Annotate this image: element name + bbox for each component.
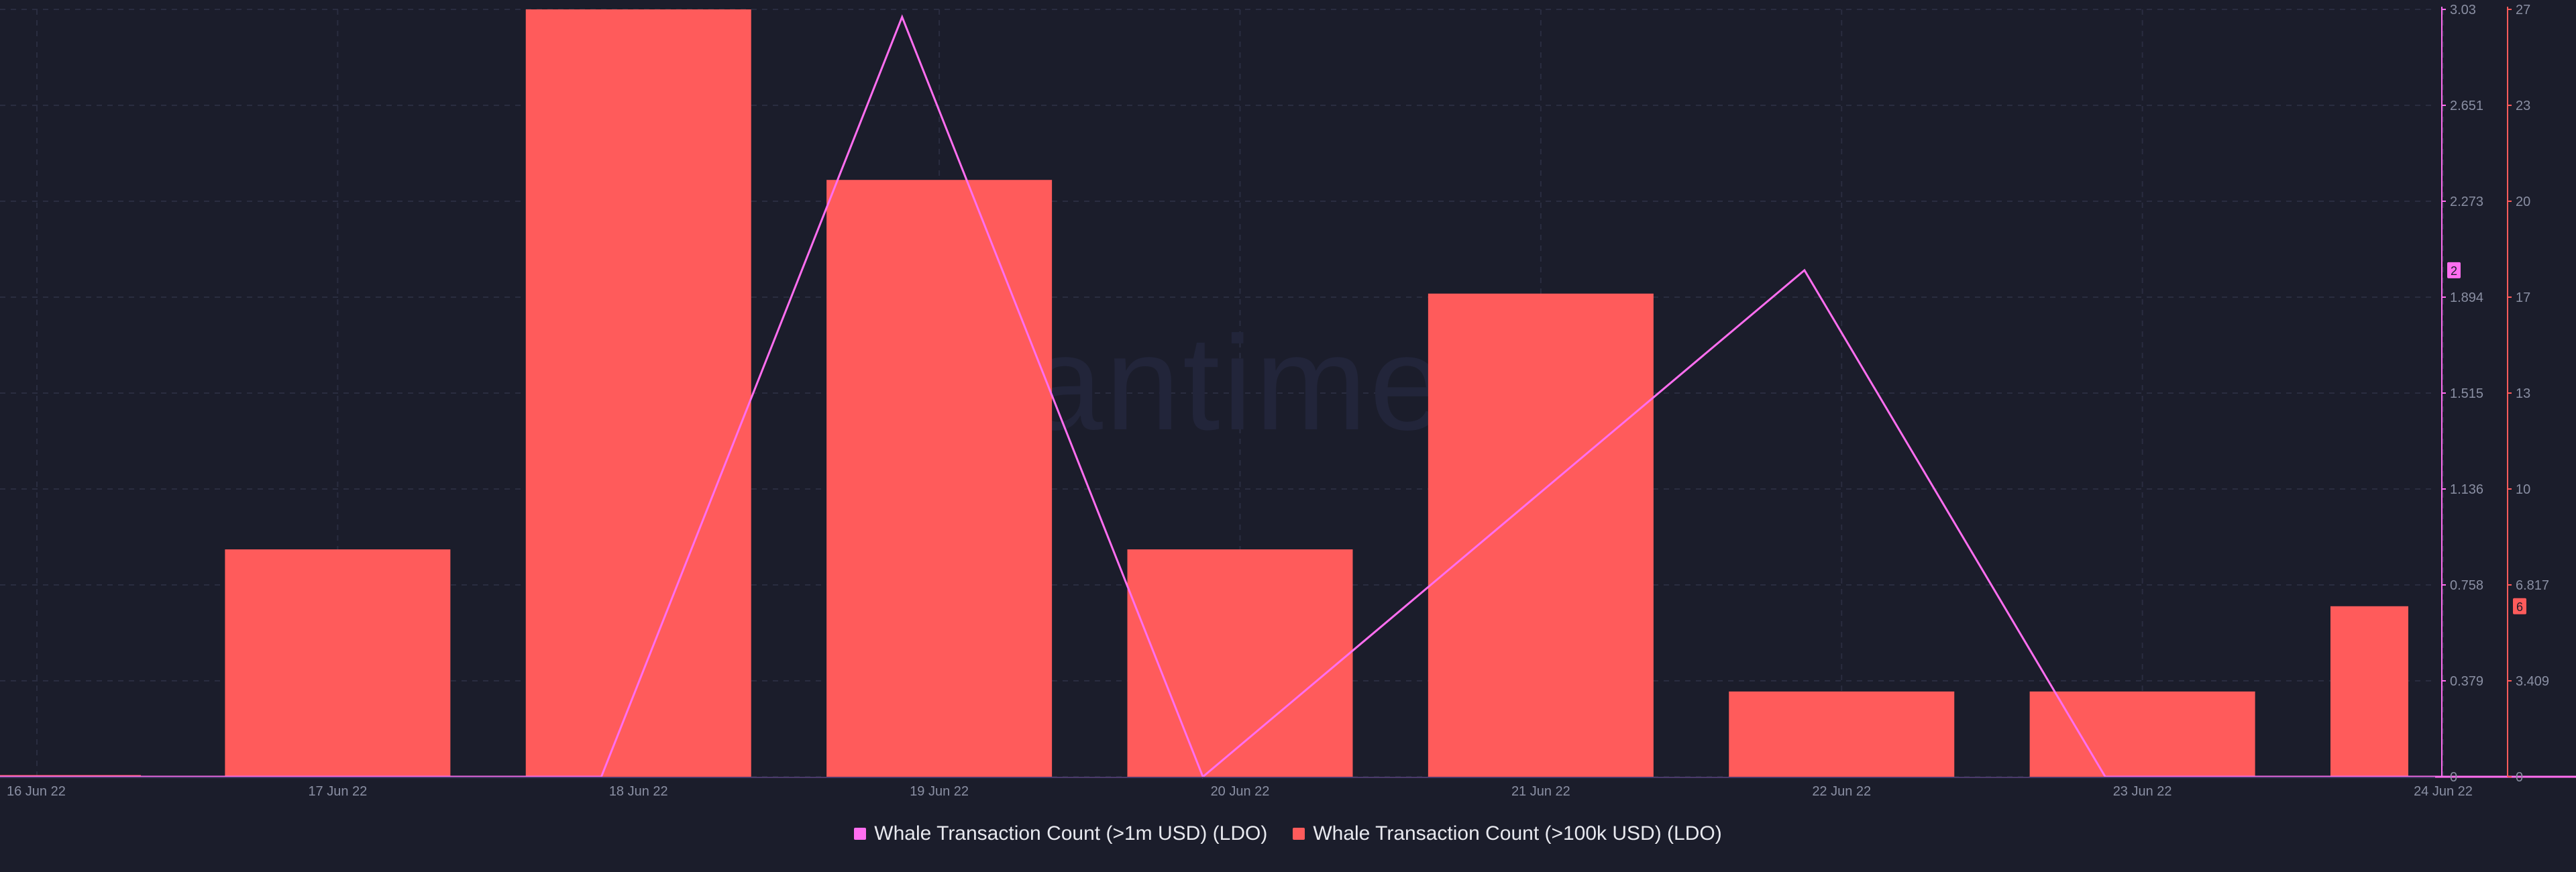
bar-18-jun-22[interactable] [525, 9, 751, 777]
y-outer-tick-label: 17 [2516, 290, 2530, 305]
x-tick-label: 23 Jun 22 [2113, 784, 2172, 799]
legend-item-bar[interactable]: Whale Transaction Count (>100k USD) (LDO… [1293, 822, 1722, 845]
legend-label-bar: Whale Transaction Count (>100k USD) (LDO… [1313, 822, 1722, 844]
y-outer-tick-label: 23 [2516, 99, 2530, 113]
y-inner-tick-label: 2.651 [2450, 99, 2483, 113]
last-value-marker-bar [2513, 598, 2526, 614]
bar-series [0, 9, 2408, 777]
legend-swatch-bar [1293, 828, 1305, 840]
x-tick-label: 19 Jun 22 [910, 784, 969, 799]
legend-item-line[interactable]: Whale Transaction Count (>1m USD) (LDO) [854, 822, 1267, 845]
last-value-marker-line-text: 2 [2451, 264, 2457, 278]
y-inner-tick-label: 1.515 [2450, 386, 2483, 401]
bar-24-jun-22[interactable] [2330, 606, 2408, 777]
y-outer-tick-label: 20 [2516, 195, 2530, 209]
y-outer-tick-label: 0 [2516, 770, 2523, 785]
y-outer-tick-label: 13 [2516, 386, 2530, 401]
y-inner-tick-label: 0.758 [2450, 578, 2483, 593]
bar-21-jun-22[interactable] [1428, 293, 1654, 777]
x-axis: 16 Jun 22 17 Jun 22 18 Jun 22 19 Jun 22 20 J… [0, 777, 2473, 799]
x-tick-label: 20 Jun 22 [1211, 784, 1270, 799]
y-axis-outer: 0 3.409 6.817 10 13 17 20 23 27 6 [2507, 3, 2549, 785]
y-inner-tick-label: 0 [2450, 770, 2457, 785]
x-tick-label: 18 Jun 22 [609, 784, 668, 799]
x-tick-label: 16 Jun 22 [7, 784, 66, 799]
bar-20-jun-22[interactable] [1127, 549, 1353, 777]
y-inner-tick-label: 0.379 [2450, 674, 2483, 689]
y-inner-tick-label: 2.273 [2450, 195, 2483, 209]
y-outer-tick-label: 6.817 [2516, 578, 2549, 593]
last-value-marker-bar-text: 6 [2516, 600, 2523, 614]
legend-label-line: Whale Transaction Count (>1m USD) (LDO) [874, 822, 1268, 844]
bar-19-jun-22[interactable] [826, 180, 1053, 777]
y-outer-tick-label: 3.409 [2516, 674, 2549, 689]
y-outer-tick-label: 10 [2516, 482, 2530, 497]
legend: Whale Transaction Count (>1m USD) (LDO) … [0, 822, 2576, 845]
y-outer-tick-label: 27 [2516, 3, 2530, 17]
bar-17-jun-22[interactable] [225, 549, 451, 777]
bar-23-jun-22[interactable] [2029, 691, 2255, 777]
x-tick-label: 24 Jun 22 [2414, 784, 2473, 799]
bar-22-jun-22[interactable] [1729, 691, 1955, 777]
y-inner-tick-label: 1.894 [2450, 290, 2483, 305]
last-value-marker-line [2447, 262, 2461, 278]
y-inner-tick-label: 3.03 [2450, 3, 2476, 17]
x-tick-label: 21 Jun 22 [1511, 784, 1570, 799]
x-tick-label: 22 Jun 22 [1812, 784, 1871, 799]
y-inner-tick-label: 1.136 [2450, 482, 2483, 497]
y-axis-inner: 0 0.379 0.758 1.136 1.515 1.894 2.273 2.651 3.03… [2441, 3, 2483, 785]
legend-swatch-line [854, 828, 867, 840]
x-tick-label: 17 Jun 22 [308, 784, 367, 799]
